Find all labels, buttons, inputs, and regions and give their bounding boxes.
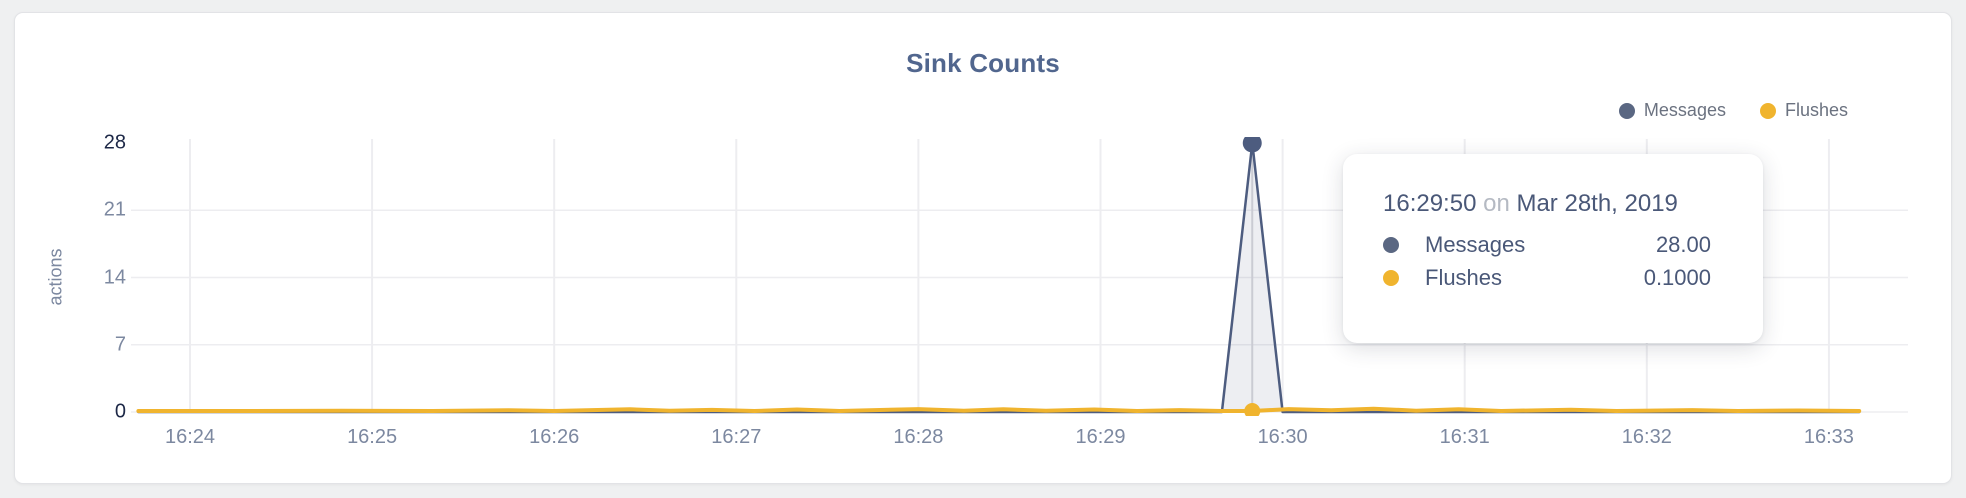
x-tick-label: 16:33 [1803, 426, 1854, 448]
hover-marker-messages [1242, 137, 1262, 153]
tooltip-row-flushes: Flushes 0.1000 [1343, 261, 1763, 294]
x-tick-label: 16:26 [529, 426, 580, 448]
tooltip-series-dot-icon [1383, 269, 1399, 286]
tooltip-row-messages: Messages 28.00 [1343, 228, 1763, 261]
x-tick-label: 16:27 [711, 426, 762, 448]
legend-label: Flushes [1784, 100, 1848, 120]
chart-title: Sink Counts [906, 48, 1060, 78]
tooltip-series-value: 0.1000 [1643, 264, 1711, 290]
hover-marker-flushes [1244, 403, 1261, 416]
tooltip-series-label: Flushes [1425, 264, 1503, 290]
tooltip-time: 16:29:50 [1383, 190, 1477, 217]
series-flushes-line [136, 406, 1862, 413]
x-tick-label: 16:28 [893, 426, 944, 448]
legend: Messages Flushes [1618, 100, 1848, 121]
legend-dot-icon [1618, 102, 1635, 119]
x-tick-label: 16:29 [1075, 426, 1126, 448]
y-tick-label: 0 [114, 400, 126, 423]
tooltip-series-dot-icon [1383, 236, 1399, 253]
legend-item-messages[interactable]: Messages [1618, 100, 1726, 121]
tooltip-series-label: Messages [1425, 231, 1526, 257]
legend-label: Messages [1643, 100, 1726, 120]
tooltip-connector: on [1483, 190, 1510, 217]
chart-tooltip: 16:29:50 on Mar 28th, 2019 Messages 28.00… [1343, 154, 1763, 343]
x-tick-label: 16:32 [1621, 426, 1672, 448]
y-tick-label: 21 [103, 198, 126, 221]
legend-dot-icon [1759, 102, 1776, 119]
legend-item-flushes[interactable]: Flushes [1759, 100, 1848, 121]
y-tick-label: 7 [114, 333, 126, 356]
x-tick-label: 16:24 [164, 426, 216, 448]
tooltip-date: Mar 28th, 2019 [1516, 190, 1678, 217]
tooltip-rows: Messages 28.00 Flushes 0.1000 [1343, 228, 1763, 294]
tooltip-title: 16:29:50 on Mar 28th, 2019 [1383, 190, 1723, 218]
x-tick-label: 16:30 [1257, 426, 1308, 448]
x-tick-label: 16:31 [1439, 426, 1490, 448]
tooltip-series-value: 28.00 [1655, 231, 1711, 257]
x-tick-label: 16:25 [347, 426, 398, 448]
y-tick-label: 28 [103, 131, 126, 154]
y-tick-label: 14 [103, 266, 126, 288]
